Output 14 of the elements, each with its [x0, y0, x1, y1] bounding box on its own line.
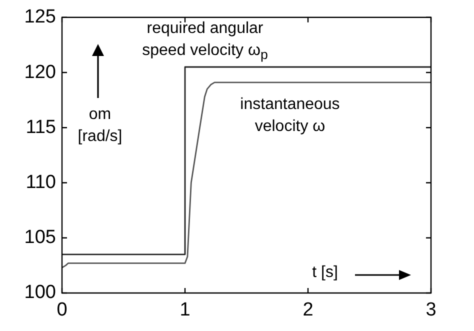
y-tick-label: 100: [24, 282, 56, 304]
y-tick-label: 105: [24, 227, 56, 248]
x-tick-label: 0: [56, 300, 68, 321]
y-axis-title: om [rad/s]: [76, 105, 124, 147]
x-tick-label: 2: [302, 300, 314, 321]
series-label: required angular speed velocity ω$_{p}$: [141, 19, 269, 64]
x-tick-label: 1: [180, 300, 190, 321]
series-label: instantaneous velocity ω: [239, 95, 341, 137]
y-tick-label: 125: [24, 6, 56, 28]
y-tick-label: 120: [24, 62, 56, 83]
x-axis-title: t [s]: [311, 263, 339, 283]
y-tick-label: 115: [26, 116, 56, 138]
y-tick-label: 110: [26, 172, 56, 193]
x-tick-label: 3: [426, 300, 436, 321]
